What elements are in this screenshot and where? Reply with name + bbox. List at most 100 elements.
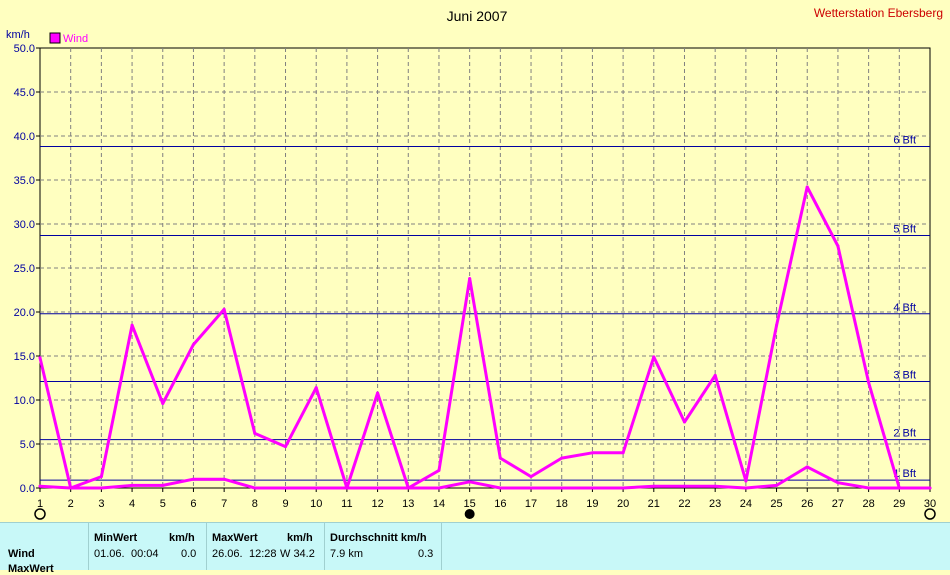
x-tick-label: 22: [678, 498, 690, 510]
y-tick-label: 30.0: [14, 219, 35, 231]
chart-title: Juni 2007: [447, 8, 508, 24]
station-name: Wetterstation Ebersberg: [814, 6, 943, 20]
max-date: 26.06.: [212, 548, 243, 560]
data-point-secondary: [867, 486, 871, 490]
data-point-secondary: [836, 481, 840, 485]
data-point-secondary: [38, 484, 42, 488]
y-tick-label: 5.0: [20, 439, 35, 451]
legend-label-wind: Wind: [63, 33, 88, 45]
beaufort-label: 3 Bft: [893, 370, 916, 382]
data-point-secondary: [744, 486, 748, 490]
data-point-secondary: [69, 486, 73, 490]
x-tick-label: 16: [494, 498, 506, 510]
x-tick-label: 10: [310, 498, 322, 510]
beaufort-label: 4 Bft: [893, 302, 916, 314]
min-date: 01.06.: [94, 548, 125, 560]
y-tick-label: 25.0: [14, 263, 35, 275]
x-tick-label: 30: [924, 498, 936, 510]
x-tick-label: 15: [464, 498, 476, 510]
data-point-secondary: [652, 484, 656, 488]
min-time: 00:04: [131, 548, 159, 560]
max-time: 12:28: [249, 548, 277, 560]
data-point-secondary: [775, 483, 779, 487]
data-point-wind: [130, 323, 134, 327]
x-tick-label: 1: [37, 498, 43, 510]
x-tick-label: 28: [862, 498, 874, 510]
data-point-wind: [652, 355, 656, 359]
data-point-wind: [376, 391, 380, 395]
x-tick-label: 21: [648, 498, 660, 510]
data-point-wind: [161, 402, 165, 406]
x-tick-label: 18: [556, 498, 568, 510]
y-tick-label: 15.0: [14, 351, 35, 363]
data-point-secondary: [376, 486, 380, 490]
y-tick-label: 50.0: [14, 43, 35, 55]
series-line-secondary: [38, 465, 932, 490]
x-tick-label: 29: [893, 498, 905, 510]
data-point-wind: [590, 451, 594, 455]
data-point-wind: [498, 456, 502, 460]
x-tick-label: 9: [282, 498, 288, 510]
x-tick-label: 3: [98, 498, 104, 510]
data-point-secondary: [406, 486, 410, 490]
data-point-wind: [314, 386, 318, 390]
beaufort-label: 5 Bft: [893, 223, 916, 235]
data-point-secondary: [345, 486, 349, 490]
x-tick-label: 26: [801, 498, 813, 510]
x-tick-label: 27: [832, 498, 844, 510]
y-tick-label: 20.0: [14, 307, 35, 319]
data-point-wind: [836, 244, 840, 248]
data-point-wind: [222, 307, 226, 311]
data-point-wind: [867, 380, 871, 384]
data-point-wind: [621, 451, 625, 455]
data-point-wind: [437, 468, 441, 472]
data-point-wind: [38, 356, 42, 360]
wind-chart: 1 Bft 2 Bft 3 Bft 4 Bft 5 Bft 6 Bft 0.0 5.0 10.…: [6, 6, 943, 520]
max-value: W 34.2: [280, 548, 315, 560]
axis-layer: 0.0 5.0 10.0 15.0 20.0 25.0 30.0 35.0 40.0 45.0 50…: [14, 43, 937, 510]
data-point-secondary: [682, 484, 686, 488]
y-axis-unit: km/h: [6, 29, 30, 41]
data-point-wind: [468, 277, 472, 281]
x-tick-label: 11: [341, 498, 352, 510]
y-tick-label: 45.0: [14, 87, 35, 99]
data-point-secondary: [99, 486, 103, 490]
row-label-max: MaxWert: [8, 563, 54, 575]
data-point-wind: [99, 475, 103, 479]
data-point-secondary: [713, 484, 717, 488]
x-tick-label: 7: [221, 498, 227, 510]
data-point-secondary: [191, 477, 195, 481]
x-tick-label: 20: [617, 498, 629, 510]
series-layer: [38, 185, 932, 490]
full-moon-icon: [924, 508, 936, 520]
avg-value: 0.3: [418, 548, 434, 560]
x-tick-label: 13: [402, 498, 414, 510]
data-point-wind: [529, 475, 533, 479]
x-tick-label: 12: [371, 498, 383, 510]
data-point-secondary: [621, 486, 625, 490]
y-tick-label: 10.0: [14, 395, 35, 407]
x-tick-label: 6: [190, 498, 196, 510]
legend-swatch-wind: [49, 32, 61, 44]
x-tick-label: 19: [586, 498, 598, 510]
data-point-wind: [682, 420, 686, 424]
row-label-wind: Wind: [8, 548, 35, 560]
grid-layer: [40, 48, 930, 488]
x-tick-label: 4: [129, 498, 135, 510]
data-point-secondary: [468, 480, 472, 484]
max-unit: km/h: [287, 532, 313, 544]
x-tick-label: 24: [740, 498, 752, 510]
x-tick-label: 8: [252, 498, 258, 510]
data-point-wind: [805, 185, 809, 189]
avg-header: Durchschnitt km/h: [330, 532, 427, 544]
data-point-secondary: [560, 486, 564, 490]
data-point-secondary: [161, 483, 165, 487]
x-tick-label: 14: [433, 498, 445, 510]
min-header: MinWert: [94, 532, 138, 544]
data-point-secondary: [928, 486, 932, 490]
data-point-secondary: [314, 486, 318, 490]
data-point-secondary: [590, 486, 594, 490]
data-point-secondary: [284, 486, 288, 490]
data-point-wind: [253, 431, 257, 435]
data-point-secondary: [529, 486, 533, 490]
